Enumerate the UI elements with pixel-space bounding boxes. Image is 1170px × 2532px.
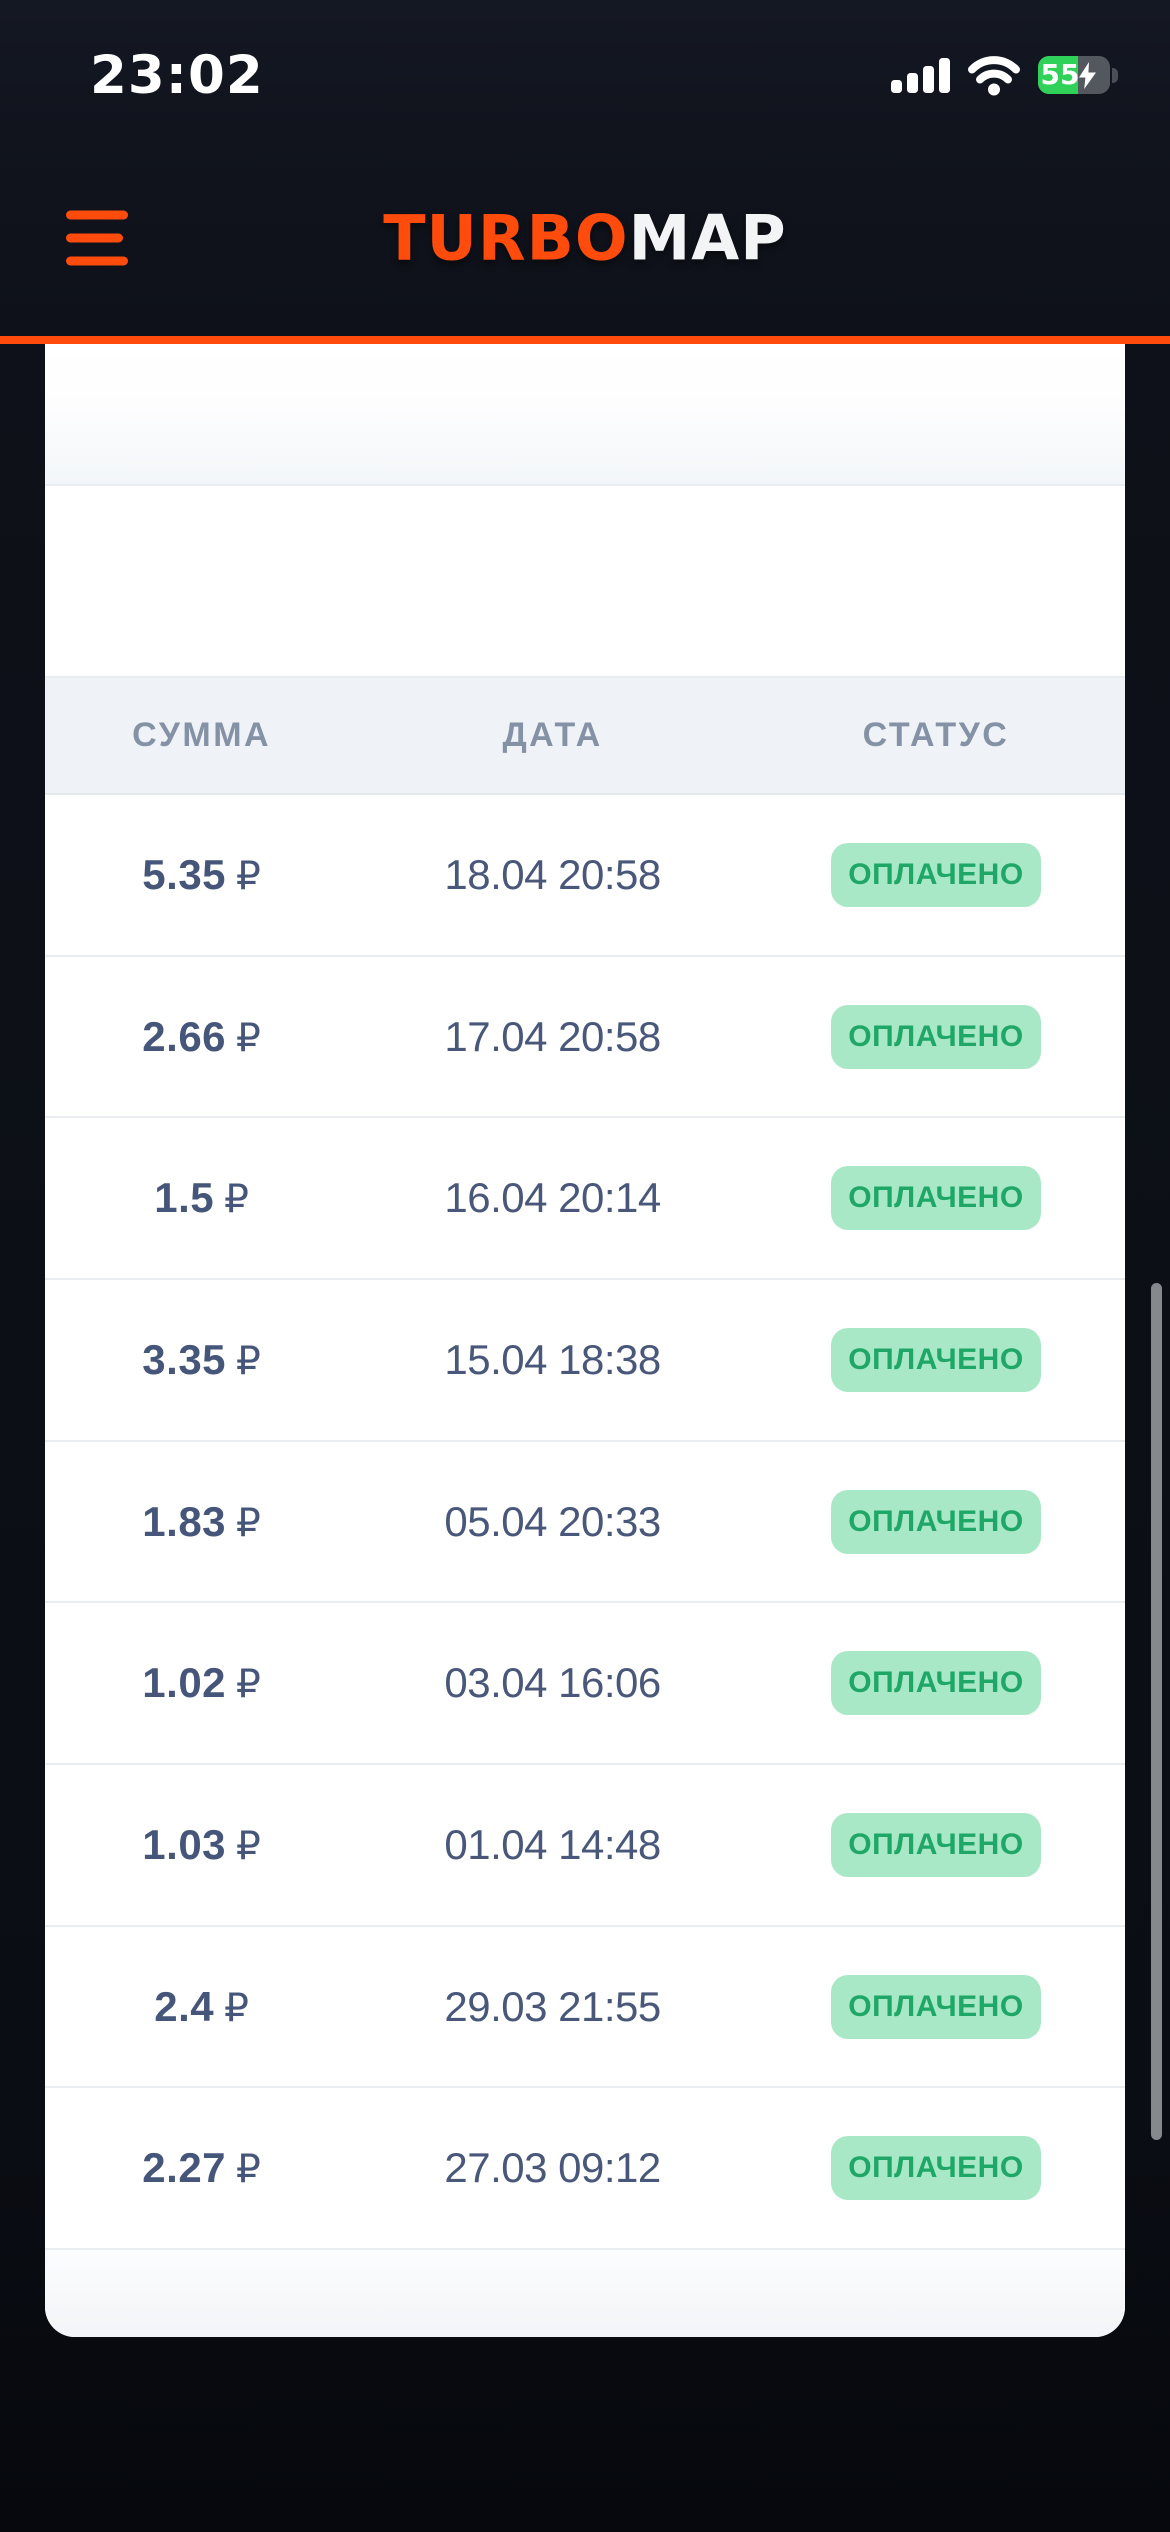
scrollbar-thumb[interactable] [1151, 1283, 1162, 2140]
column-header-status: СТАТУС [862, 716, 1010, 754]
ruble-sign: ₽ [236, 1662, 261, 1708]
status-badge-paid: ОПЛАЧЕНО [831, 1004, 1041, 1069]
status-badge-paid: ОПЛАЧЕНО [831, 842, 1041, 907]
amount-cell: 1.02 ₽ [45, 1659, 358, 1707]
table-header-row: СУММА ДАТА СТАТУС [45, 678, 1125, 795]
status-cell: ОПЛАЧЕНО [747, 1489, 1125, 1554]
table-row: 1.03 ₽ 01.04 14:48 ОПЛАЧЕНО [45, 1765, 1125, 1927]
cellular-signal-icon [891, 57, 950, 93]
status-cell: ОПЛАЧЕНО [747, 1812, 1125, 1877]
amount-cell: 2.27 ₽ [45, 2144, 358, 2192]
date-cell: 18.04 20:58 [444, 850, 661, 898]
brand-logo: TURBOMAP [383, 202, 786, 275]
hamburger-menu-button[interactable] [60, 205, 134, 272]
table-row: 1.83 ₽ 05.04 20:33 ОПЛАЧЕНО [45, 1442, 1125, 1604]
ruble-sign: ₽ [224, 1985, 249, 2031]
amount-value: 1.02 [142, 1659, 227, 1707]
status-cell: ОПЛАЧЕНО [747, 1004, 1125, 1069]
date-cell: 15.04 18:38 [444, 1335, 661, 1383]
status-badge-paid: ОПЛАЧЕНО [831, 1974, 1041, 2039]
date-cell: 03.04 16:06 [444, 1659, 661, 1707]
table-row: 2.27 ₽ 27.03 09:12 ОПЛАЧЕНО [45, 2088, 1125, 2251]
ruble-sign: ₽ [236, 1823, 261, 1869]
battery-icon: 55 [1038, 56, 1118, 94]
status-badge-paid: ОПЛАЧЕНО [831, 1651, 1041, 1716]
status-badge-paid: ОПЛАЧЕНО [831, 1166, 1041, 1231]
ruble-sign: ₽ [236, 2147, 261, 2193]
status-cell: ОПЛАЧЕНО [747, 1327, 1125, 1392]
status-bar: 23:02 55 [0, 0, 1170, 140]
battery-percent: 55 [1040, 58, 1080, 91]
amount-value: 2.66 [142, 1012, 227, 1060]
date-cell: 05.04 20:33 [444, 1497, 661, 1545]
payments-card: СУММА ДАТА СТАТУС 5.35 ₽ 18.04 20:58 ОПЛ… [45, 344, 1125, 2337]
battery-cap [1112, 67, 1118, 83]
payments-table-body: 5.35 ₽ 18.04 20:58 ОПЛАЧЕНО 2.66 ₽ [45, 795, 1125, 2251]
date-cell: 29.03 21:55 [444, 1982, 661, 2030]
column-header-date: ДАТА [502, 716, 603, 754]
brand-logo-turbo: TURBO [383, 201, 629, 275]
status-cell: ОПЛАЧЕНО [747, 1166, 1125, 1231]
amount-cell: 1.5 ₽ [45, 1174, 358, 1222]
status-cell: ОПЛАЧЕНО [747, 842, 1125, 907]
table-row: 1.02 ₽ 03.04 16:06 ОПЛАЧЕНО [45, 1603, 1125, 1766]
date-cell: 17.04 20:58 [444, 1012, 661, 1060]
amount-cell: 1.83 ₽ [45, 1498, 358, 1546]
card-bottom-spacer [45, 2250, 1125, 2337]
date-cell: 16.04 20:14 [444, 1174, 661, 1222]
ruble-sign: ₽ [236, 1338, 261, 1384]
status-badge-paid: ОПЛАЧЕНО [831, 2136, 1041, 2201]
amount-cell: 5.35 ₽ [45, 851, 358, 899]
amount-value: 1.83 [142, 1497, 227, 1545]
status-badge-paid: ОПЛАЧЕНО [831, 1812, 1041, 1877]
page-content: СУММА ДАТА СТАТУС 5.35 ₽ 18.04 20:58 ОПЛ… [0, 344, 1170, 2532]
table-row: 3.35 ₽ 15.04 18:38 ОПЛАЧЕНО [45, 1280, 1125, 1442]
status-badge-paid: ОПЛАЧЕНО [831, 1327, 1041, 1392]
amount-value: 5.35 [142, 850, 227, 898]
status-icons: 55 [891, 54, 1118, 96]
wifi-icon [968, 56, 1020, 96]
status-cell: ОПЛАЧЕНО [747, 1651, 1125, 1716]
clock: 23:02 [90, 44, 264, 106]
amount-value: 3.35 [142, 1335, 227, 1383]
ruble-sign: ₽ [236, 853, 261, 899]
amount-cell: 3.35 ₽ [45, 1336, 358, 1384]
status-cell: ОПЛАЧЕНО [747, 1974, 1125, 2039]
amount-cell: 2.66 ₽ [45, 1013, 358, 1061]
ruble-sign: ₽ [224, 1177, 249, 1223]
app-header: TURBOMAP [0, 140, 1170, 344]
brand-logo-map: MAP [628, 201, 787, 275]
table-row: 5.35 ₽ 18.04 20:58 ОПЛАЧЕНО [45, 795, 1125, 957]
amount-value: 2.27 [142, 2144, 227, 2192]
table-row: 2.66 ₽ 17.04 20:58 ОПЛАЧЕНО [45, 957, 1125, 1119]
ruble-sign: ₽ [236, 1015, 261, 1061]
battery-fill [1038, 56, 1078, 94]
column-header-amount: СУММА [132, 716, 272, 754]
ruble-sign: ₽ [236, 1500, 261, 1546]
status-cell: ОПЛАЧЕНО [747, 2136, 1125, 2201]
date-cell: 01.04 14:48 [444, 1820, 661, 1868]
amount-cell: 1.03 ₽ [45, 1821, 358, 1869]
charging-bolt-icon [1079, 62, 1096, 89]
table-row: 1.5 ₽ 16.04 20:14 ОПЛАЧЕНО [45, 1118, 1125, 1281]
amount-value: 1.5 [154, 1174, 215, 1222]
amount-value: 2.4 [154, 1982, 215, 2030]
table-row: 2.4 ₽ 29.03 21:55 ОПЛАЧЕНО [45, 1927, 1125, 2089]
status-badge-paid: ОПЛАЧЕНО [831, 1489, 1041, 1554]
card-upper-spacer [45, 486, 1125, 678]
amount-value: 1.03 [142, 1820, 227, 1868]
date-cell: 27.03 09:12 [444, 2144, 661, 2192]
amount-cell: 2.4 ₽ [45, 1983, 358, 2031]
card-top-spacer [45, 344, 1125, 486]
